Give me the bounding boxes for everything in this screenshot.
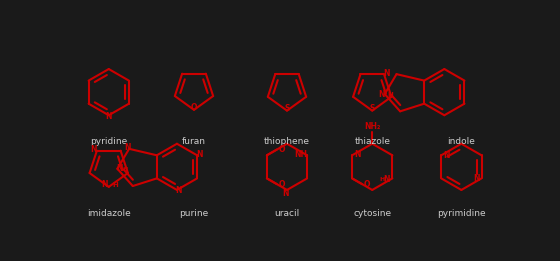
Text: furan: furan xyxy=(182,137,206,146)
Text: N: N xyxy=(379,90,385,99)
Text: N: N xyxy=(196,150,203,159)
Text: thiophene: thiophene xyxy=(264,137,310,146)
Text: imidazole: imidazole xyxy=(87,209,130,217)
Text: N: N xyxy=(116,164,123,173)
Text: indole: indole xyxy=(447,137,475,146)
Text: S: S xyxy=(284,104,290,113)
Text: NH₂: NH₂ xyxy=(364,122,380,131)
Text: N: N xyxy=(282,188,289,198)
Text: H: H xyxy=(379,177,384,182)
Text: N: N xyxy=(383,69,390,78)
Text: thiazole: thiazole xyxy=(354,137,390,146)
Text: N: N xyxy=(105,111,112,121)
Text: N: N xyxy=(101,180,108,189)
Text: pyridine: pyridine xyxy=(90,137,127,146)
Text: NH: NH xyxy=(295,150,307,159)
Text: N: N xyxy=(175,186,182,195)
Text: N: N xyxy=(124,143,131,152)
Text: N: N xyxy=(444,151,450,160)
Text: N: N xyxy=(91,145,97,154)
Text: N: N xyxy=(473,174,479,183)
Text: pyrimidine: pyrimidine xyxy=(437,209,486,217)
Text: H: H xyxy=(388,92,393,98)
Text: uracil: uracil xyxy=(274,209,300,217)
Text: O: O xyxy=(278,145,285,154)
Text: S: S xyxy=(370,104,375,113)
Text: N: N xyxy=(354,150,361,159)
Text: purine: purine xyxy=(179,209,209,217)
Text: O: O xyxy=(363,180,370,189)
Text: N: N xyxy=(384,175,390,184)
Text: H: H xyxy=(123,167,128,172)
Text: O: O xyxy=(278,180,285,189)
Text: H: H xyxy=(113,182,119,188)
Text: O: O xyxy=(191,103,197,112)
Text: cytosine: cytosine xyxy=(353,209,391,217)
